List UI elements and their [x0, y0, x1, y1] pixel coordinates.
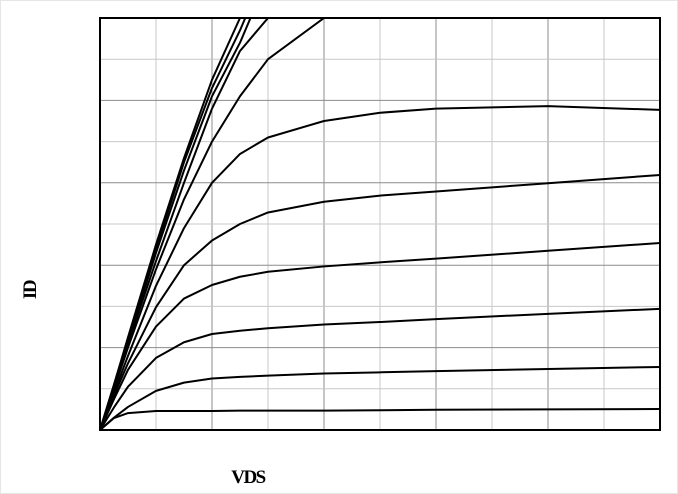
curve — [100, 407, 660, 430]
curve — [100, 307, 660, 430]
curve — [100, 18, 242, 430]
curve — [100, 173, 660, 430]
curve — [100, 365, 660, 430]
x-axis-label: VDS — [231, 467, 265, 488]
curves — [100, 18, 660, 430]
curve — [100, 105, 660, 430]
y-axis-label: ID — [20, 280, 41, 299]
curve — [100, 241, 660, 430]
plot-border — [99, 17, 661, 431]
